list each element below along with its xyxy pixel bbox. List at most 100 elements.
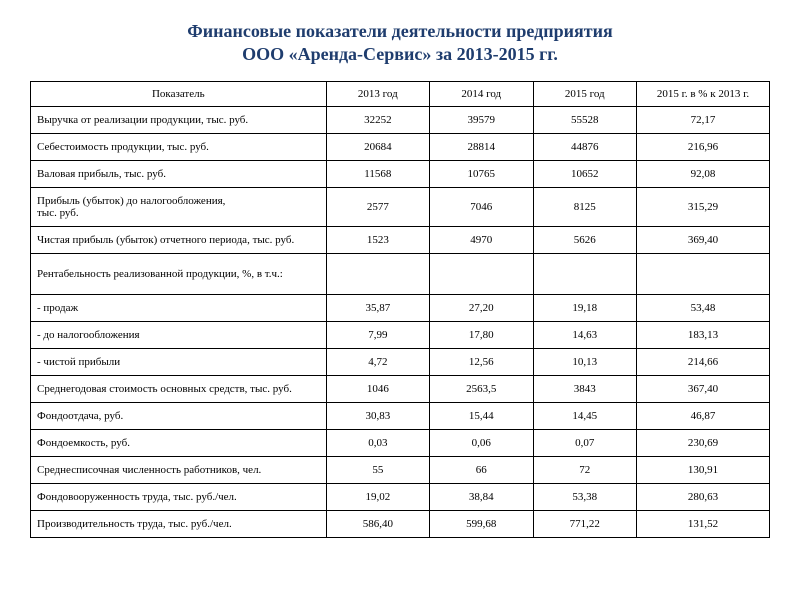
- value-cell: 10,13: [533, 348, 636, 375]
- value-cell: 20684: [326, 133, 429, 160]
- value-cell: [430, 253, 533, 294]
- value-cell: 315,29: [636, 187, 769, 226]
- indicator-cell: Фондоемкость, руб.: [31, 429, 327, 456]
- value-cell: 14,45: [533, 402, 636, 429]
- value-cell: 214,66: [636, 348, 769, 375]
- value-cell: 55: [326, 456, 429, 483]
- col-2014: 2014 год: [430, 81, 533, 106]
- value-cell: 27,20: [430, 294, 533, 321]
- value-cell: 7,99: [326, 321, 429, 348]
- value-cell: 28814: [430, 133, 533, 160]
- table-row: Среднесписочная численность работников, …: [31, 456, 770, 483]
- table-row: Прибыль (убыток) до налогообложения,тыс.…: [31, 187, 770, 226]
- value-cell: 599,68: [430, 510, 533, 537]
- value-cell: 586,40: [326, 510, 429, 537]
- col-indicator: Показатель: [31, 81, 327, 106]
- value-cell: 15,44: [430, 402, 533, 429]
- value-cell: 2563,5: [430, 375, 533, 402]
- value-cell: 19,18: [533, 294, 636, 321]
- indicator-cell: - чистой прибыли: [31, 348, 327, 375]
- value-cell: 72: [533, 456, 636, 483]
- title-line-1: Финансовые показатели деятельности предп…: [187, 21, 612, 41]
- table-row: Валовая прибыль, тыс. руб.11568107651065…: [31, 160, 770, 187]
- indicator-cell: Рентабельность реализованной продукции, …: [31, 253, 327, 294]
- indicator-cell: Чистая прибыль (убыток) отчетного период…: [31, 226, 327, 253]
- table-row: - продаж35,8727,2019,1853,48: [31, 294, 770, 321]
- table-row: Рентабельность реализованной продукции, …: [31, 253, 770, 294]
- value-cell: 131,52: [636, 510, 769, 537]
- value-cell: 46,87: [636, 402, 769, 429]
- value-cell: 0,06: [430, 429, 533, 456]
- value-cell: 280,63: [636, 483, 769, 510]
- value-cell: 55528: [533, 106, 636, 133]
- financial-table: Показатель 2013 год 2014 год 2015 год 20…: [30, 81, 770, 538]
- indicator-cell: Себестоимость продукции, тыс. руб.: [31, 133, 327, 160]
- value-cell: 1046: [326, 375, 429, 402]
- value-cell: 5626: [533, 226, 636, 253]
- indicator-cell: Среднегодовая стоимость основных средств…: [31, 375, 327, 402]
- indicator-cell: Фондовооруженность труда, тыс. руб./чел.: [31, 483, 327, 510]
- value-cell: 1523: [326, 226, 429, 253]
- value-cell: 3843: [533, 375, 636, 402]
- value-cell: 183,13: [636, 321, 769, 348]
- value-cell: 4,72: [326, 348, 429, 375]
- table-header-row: Показатель 2013 год 2014 год 2015 год 20…: [31, 81, 770, 106]
- indicator-cell: Валовая прибыль, тыс. руб.: [31, 160, 327, 187]
- value-cell: 130,91: [636, 456, 769, 483]
- table-row: Производительность труда, тыс. руб./чел.…: [31, 510, 770, 537]
- value-cell: 72,17: [636, 106, 769, 133]
- value-cell: 30,83: [326, 402, 429, 429]
- value-cell: 14,63: [533, 321, 636, 348]
- title-line-2: ООО «Аренда-Сервис» за 2013-2015 гг.: [242, 44, 558, 64]
- indicator-cell: - до налогообложения: [31, 321, 327, 348]
- value-cell: 44876: [533, 133, 636, 160]
- value-cell: 17,80: [430, 321, 533, 348]
- indicator-cell: Фондоотдача, руб.: [31, 402, 327, 429]
- value-cell: 8125: [533, 187, 636, 226]
- value-cell: 230,69: [636, 429, 769, 456]
- value-cell: 7046: [430, 187, 533, 226]
- table-row: Среднегодовая стоимость основных средств…: [31, 375, 770, 402]
- page-title: Финансовые показатели деятельности предп…: [30, 20, 770, 67]
- value-cell: 10652: [533, 160, 636, 187]
- value-cell: 53,48: [636, 294, 769, 321]
- value-cell: [636, 253, 769, 294]
- value-cell: 19,02: [326, 483, 429, 510]
- value-cell: 32252: [326, 106, 429, 133]
- value-cell: 367,40: [636, 375, 769, 402]
- value-cell: 0,07: [533, 429, 636, 456]
- indicator-cell: Среднесписочная численность работников, …: [31, 456, 327, 483]
- value-cell: [533, 253, 636, 294]
- table-row: Фондовооруженность труда, тыс. руб./чел.…: [31, 483, 770, 510]
- value-cell: 10765: [430, 160, 533, 187]
- table-row: Фондоемкость, руб.0,030,060,07230,69: [31, 429, 770, 456]
- value-cell: 12,56: [430, 348, 533, 375]
- value-cell: 38,84: [430, 483, 533, 510]
- table-row: Чистая прибыль (убыток) отчетного период…: [31, 226, 770, 253]
- value-cell: 771,22: [533, 510, 636, 537]
- col-2015: 2015 год: [533, 81, 636, 106]
- value-cell: 39579: [430, 106, 533, 133]
- value-cell: 35,87: [326, 294, 429, 321]
- value-cell: 2577: [326, 187, 429, 226]
- indicator-cell: Выручка от реализации продукции, тыс. ру…: [31, 106, 327, 133]
- value-cell: [326, 253, 429, 294]
- value-cell: 92,08: [636, 160, 769, 187]
- col-2013: 2013 год: [326, 81, 429, 106]
- value-cell: 4970: [430, 226, 533, 253]
- value-cell: 53,38: [533, 483, 636, 510]
- indicator-cell: - продаж: [31, 294, 327, 321]
- value-cell: 369,40: [636, 226, 769, 253]
- col-pct: 2015 г. в % к 2013 г.: [636, 81, 769, 106]
- table-row: Фондоотдача, руб.30,8315,4414,4546,87: [31, 402, 770, 429]
- indicator-cell: Производительность труда, тыс. руб./чел.: [31, 510, 327, 537]
- table-body: Выручка от реализации продукции, тыс. ру…: [31, 106, 770, 537]
- value-cell: 0,03: [326, 429, 429, 456]
- table-row: - до налогообложения7,9917,8014,63183,13: [31, 321, 770, 348]
- value-cell: 66: [430, 456, 533, 483]
- table-row: Выручка от реализации продукции, тыс. ру…: [31, 106, 770, 133]
- value-cell: 216,96: [636, 133, 769, 160]
- table-row: - чистой прибыли4,7212,5610,13214,66: [31, 348, 770, 375]
- value-cell: 11568: [326, 160, 429, 187]
- table-row: Себестоимость продукции, тыс. руб.206842…: [31, 133, 770, 160]
